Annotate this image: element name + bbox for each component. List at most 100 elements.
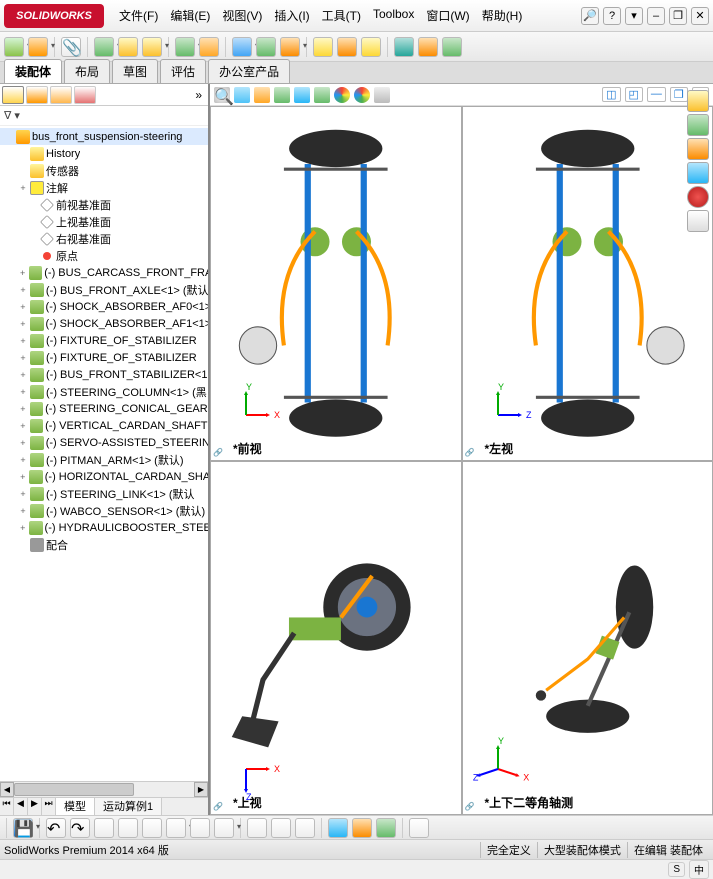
- expand-icon[interactable]: +: [18, 404, 28, 414]
- expand-icon[interactable]: +: [18, 183, 28, 193]
- tool-d-button[interactable]: [175, 37, 195, 57]
- view-d-icon[interactable]: [314, 87, 330, 103]
- bt-redo-button[interactable]: ↷: [70, 818, 90, 838]
- open-doc-button[interactable]: [28, 37, 48, 57]
- expand-icon[interactable]: +: [18, 387, 28, 397]
- window-button[interactable]: ?: [603, 7, 621, 25]
- expand-icon[interactable]: +: [18, 336, 28, 346]
- view-a-icon[interactable]: [254, 87, 270, 103]
- tree-item[interactable]: 右视基准面: [0, 230, 208, 247]
- tree-item[interactable]: bus_front_suspension-steering: [0, 128, 208, 145]
- tree-item[interactable]: +(-) FIXTURE_OF_STABILIZER: [0, 349, 208, 366]
- expand-icon[interactable]: +: [18, 268, 27, 278]
- scroll-right-button[interactable]: ▶: [194, 782, 208, 797]
- menu-item[interactable]: 工具(T): [317, 4, 366, 27]
- tree-item[interactable]: 上视基准面: [0, 213, 208, 230]
- window-button[interactable]: ❐: [669, 7, 687, 25]
- bottom-tab[interactable]: 运动算例1: [95, 798, 162, 815]
- menu-item[interactable]: 文件(F): [114, 4, 163, 27]
- menu-item[interactable]: Toolbox: [368, 4, 419, 27]
- tool-f-button[interactable]: [232, 37, 252, 57]
- bt-e-button[interactable]: [190, 818, 210, 838]
- bt-d-button[interactable]: [166, 818, 186, 838]
- side-grid-icon[interactable]: [687, 162, 709, 184]
- side-folder-icon[interactable]: [687, 138, 709, 160]
- ribbon-tab[interactable]: 装配体: [4, 59, 62, 83]
- side-cube-icon[interactable]: [687, 114, 709, 136]
- tree-item[interactable]: +(-) HYDRAULICBOOSTER_STEER: [0, 519, 208, 536]
- window-button[interactable]: –: [647, 7, 665, 25]
- tree-item[interactable]: +(-) SERVO-ASSISTED_STEERIN: [0, 434, 208, 451]
- tree-item[interactable]: +注解: [0, 179, 208, 196]
- bt-undo-button[interactable]: ↶: [46, 818, 66, 838]
- expand-icon[interactable]: +: [18, 370, 28, 380]
- tree-item[interactable]: +(-) HORIZONTAL_CARDAN_SHAF: [0, 468, 208, 485]
- tree-item[interactable]: +(-) SHOCK_ABSORBER_AF1<1>: [0, 315, 208, 332]
- bt-k-button[interactable]: [352, 818, 372, 838]
- tree-item[interactable]: +(-) WABCO_SENSOR<1> (默认): [0, 502, 208, 519]
- viewport[interactable]: XZ🔗*上视: [210, 461, 462, 816]
- viewport[interactable]: ZY🔗*左视: [462, 106, 713, 461]
- tree-item[interactable]: +(-) FIXTURE_OF_STABILIZER: [0, 332, 208, 349]
- tool-h-button[interactable]: [280, 37, 300, 57]
- scroll-thumb[interactable]: [14, 783, 134, 796]
- expand-icon[interactable]: +: [18, 472, 27, 482]
- tree-tab[interactable]: [50, 86, 72, 104]
- tree-item[interactable]: +(-) VERTICAL_CARDAN_SHAFT<: [0, 417, 208, 434]
- bt-h-button[interactable]: [271, 818, 291, 838]
- bt-a-button[interactable]: [94, 818, 114, 838]
- zoom-fit-icon[interactable]: 🔍: [214, 87, 230, 103]
- tree-item[interactable]: 原点: [0, 247, 208, 264]
- ribbon-tab[interactable]: 草图: [112, 59, 158, 83]
- tool-n-button[interactable]: [442, 37, 462, 57]
- viewport[interactable]: XY🔗*前视: [210, 106, 462, 461]
- expand-icon[interactable]: +: [18, 489, 28, 499]
- tool-k-button[interactable]: [361, 37, 381, 57]
- link-icon[interactable]: 🔗: [213, 802, 223, 811]
- tree-hscrollbar[interactable]: ◀ ▶: [0, 781, 208, 797]
- tree-item[interactable]: +(-) STEERING_COLUMN<1> (黑: [0, 383, 208, 400]
- tree-tab[interactable]: [2, 86, 24, 104]
- tree-item[interactable]: +(-) BUS_FRONT_AXLE<1> (默认: [0, 281, 208, 298]
- tree-item[interactable]: 配合: [0, 536, 208, 553]
- view-e-icon[interactable]: [334, 87, 350, 103]
- nav-last-button[interactable]: ⏭: [42, 798, 56, 815]
- expand-icon[interactable]: +: [18, 421, 28, 431]
- save-button[interactable]: 💾: [13, 818, 33, 838]
- tree-item[interactable]: +(-) STEERING_LINK<1> (默认: [0, 485, 208, 502]
- taskbar-item[interactable]: S: [668, 862, 685, 877]
- side-home-icon[interactable]: [687, 90, 709, 112]
- link-icon[interactable]: 🔗: [465, 448, 475, 457]
- bt-c-button[interactable]: [142, 818, 162, 838]
- expand-icon[interactable]: +: [18, 302, 28, 312]
- bt-f-button[interactable]: [214, 818, 234, 838]
- tree-tab[interactable]: [74, 86, 96, 104]
- window-button[interactable]: ✕: [691, 7, 709, 25]
- side-doc-icon[interactable]: [687, 210, 709, 232]
- tool-e-button[interactable]: [199, 37, 219, 57]
- viewport[interactable]: XYZ🔗*上下二等角轴测: [462, 461, 713, 816]
- tree-item[interactable]: +(-) SHOCK_ABSORBER_AF0<1>: [0, 298, 208, 315]
- expand-icon[interactable]: +: [18, 455, 28, 465]
- bt-i-button[interactable]: [295, 818, 315, 838]
- tool-c-button[interactable]: [142, 37, 162, 57]
- side-sphere-icon[interactable]: [687, 186, 709, 208]
- view-f-icon[interactable]: [354, 87, 370, 103]
- bt-g-button[interactable]: [247, 818, 267, 838]
- feature-tree[interactable]: bus_front_suspension-steeringHistory传感器+…: [0, 126, 208, 781]
- window-button[interactable]: 🔎: [581, 7, 599, 25]
- tree-item[interactable]: +(-) STEERING_CONICAL_GEAR<: [0, 400, 208, 417]
- bt-m-button[interactable]: [409, 818, 429, 838]
- bt-b-button[interactable]: [118, 818, 138, 838]
- vp-window-button[interactable]: ◫: [602, 87, 620, 102]
- tree-item[interactable]: +(-) BUS_CARCASS_FRONT_FRAG: [0, 264, 208, 281]
- tree-item[interactable]: 传感器: [0, 162, 208, 179]
- new-doc-button[interactable]: [4, 37, 24, 57]
- tree-item[interactable]: +(-) BUS_FRONT_STABILIZER<1: [0, 366, 208, 383]
- bottom-tab[interactable]: 模型: [56, 798, 95, 815]
- view-b-icon[interactable]: [274, 87, 290, 103]
- ribbon-tab[interactable]: 办公室产品: [208, 59, 290, 83]
- nav-prev-button[interactable]: ◀: [14, 798, 28, 815]
- view-c-icon[interactable]: [294, 87, 310, 103]
- link-icon[interactable]: 🔗: [465, 802, 475, 811]
